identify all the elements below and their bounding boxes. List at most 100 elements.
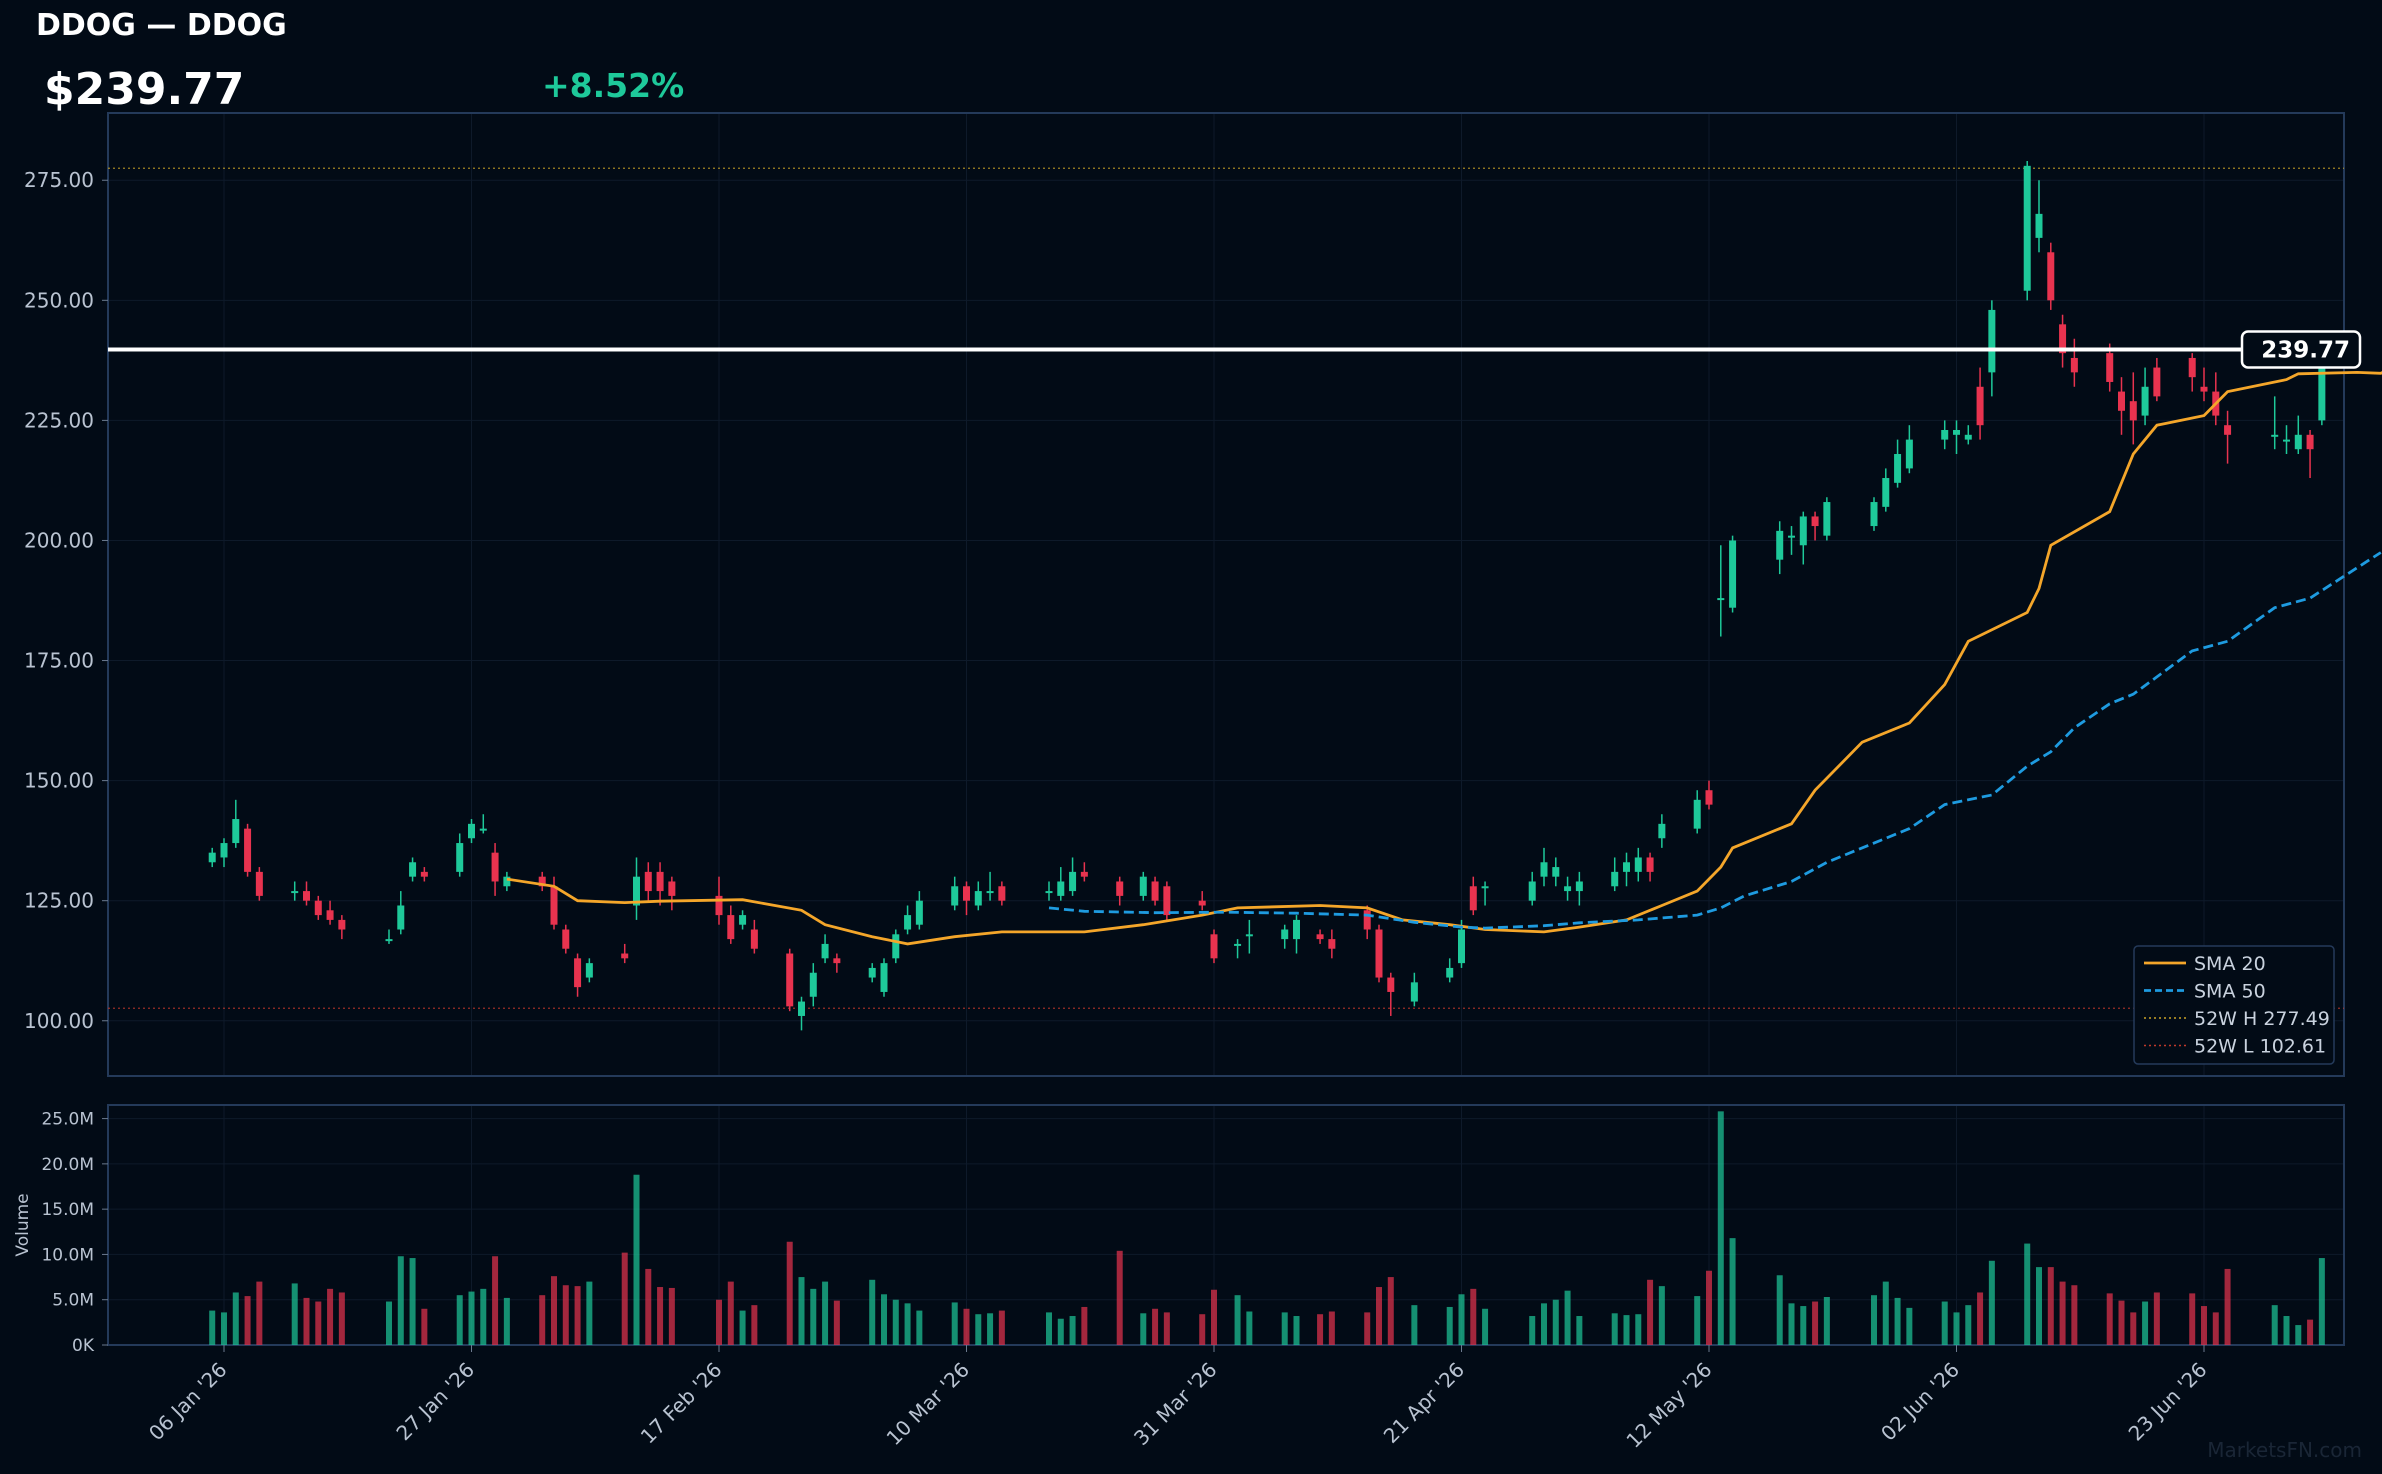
- candle-body: [1375, 929, 1383, 978]
- candle-body: [1953, 429, 1960, 435]
- candle-body: [397, 905, 405, 930]
- sma50-line: [1048, 551, 2382, 930]
- candle-body: [1057, 881, 1065, 896]
- volume-bar: [1328, 1311, 1335, 1345]
- volume-bar: [822, 1281, 829, 1345]
- legend-label: 52W H 277.49: [2194, 1008, 2330, 1030]
- candle-body: [1458, 929, 1465, 964]
- volume-bar: [1658, 1286, 1665, 1345]
- candle-body: [1293, 919, 1300, 940]
- volume-bar: [1376, 1287, 1382, 1345]
- candle-body: [1575, 881, 1583, 892]
- candle-body: [1823, 502, 1831, 536]
- volume-grid: [108, 1105, 2344, 1346]
- candle-body: [208, 852, 216, 863]
- candle-body: [1870, 502, 1878, 527]
- candle-body: [2283, 439, 2290, 442]
- volume-bar: [338, 1292, 345, 1345]
- candle-body: [291, 891, 299, 894]
- volume-bar: [1152, 1308, 1159, 1345]
- date-tick-label: 02 Jun '26: [1876, 1358, 1964, 1446]
- candle-body: [1564, 886, 1572, 892]
- date-tick-label: 06 Jan '26: [144, 1358, 232, 1446]
- volume-axis: 0K 5.0M 10.0M 15.0M 20.0M 25.0M: [41, 1110, 108, 1356]
- volume-bar: [1941, 1301, 1948, 1345]
- volume-bar: [2189, 1293, 2196, 1345]
- candle-body: [244, 828, 252, 872]
- volume-bar: [2201, 1306, 2207, 1345]
- candle-body: [739, 915, 747, 925]
- candle-body: [1705, 790, 1713, 805]
- price-tick-label: 275.00: [24, 168, 94, 192]
- volume-bar: [2071, 1285, 2078, 1345]
- volume-bar: [2283, 1316, 2290, 1345]
- volume-bar: [303, 1297, 310, 1345]
- candle-body: [1811, 516, 1819, 527]
- volume-tick-label: 5.0M: [52, 1291, 94, 1311]
- candle-body: [2306, 434, 2314, 450]
- candle-body: [2318, 348, 2326, 421]
- candle-body: [385, 939, 393, 942]
- volume-bar: [2318, 1258, 2325, 1345]
- volume-bar: [315, 1301, 322, 1345]
- volume-bar: [2036, 1267, 2042, 1345]
- volume-bar: [256, 1281, 263, 1345]
- last-price-marker: 239.77: [108, 330, 2362, 369]
- candle-body: [2153, 367, 2161, 397]
- candle-body: [1151, 881, 1159, 901]
- volume-bar: [480, 1288, 487, 1345]
- volume-bar: [657, 1287, 664, 1345]
- candle-body: [2035, 213, 2043, 238]
- candle-body: [750, 929, 758, 949]
- volume-bar: [975, 1314, 982, 1345]
- candle-body: [550, 886, 558, 925]
- candle-body: [880, 963, 888, 992]
- volume-bar: [963, 1308, 970, 1345]
- candle-body: [1799, 516, 1807, 546]
- volume-bar: [456, 1295, 463, 1345]
- date-tick-label: 23 Jun '26: [2124, 1358, 2212, 1446]
- candle-body: [255, 871, 263, 896]
- candle-body: [1363, 910, 1371, 930]
- candle-body: [915, 900, 923, 925]
- candles: [208, 161, 2326, 1031]
- volume-tick-label: 10.0M: [41, 1245, 94, 1265]
- candle-body: [2200, 386, 2208, 392]
- volume-bar: [291, 1283, 298, 1345]
- candle-body: [1481, 886, 1489, 889]
- candle-body: [562, 929, 570, 949]
- price-tick-label: 200.00: [24, 528, 94, 552]
- candle-body: [892, 934, 900, 959]
- volume-bar: [468, 1291, 475, 1345]
- volume-bar: [2271, 1305, 2278, 1345]
- volume-bar: [716, 1299, 722, 1345]
- price-tick-label: 225.00: [24, 408, 94, 432]
- volume-bar: [1234, 1295, 1241, 1345]
- volume-bar: [492, 1256, 499, 1345]
- candle-body: [2141, 386, 2149, 416]
- volume-bar: [1576, 1316, 1583, 1345]
- candle-body: [1069, 871, 1077, 892]
- volume-bar: [221, 1312, 227, 1345]
- volume-bar: [1246, 1311, 1253, 1345]
- candle-body: [1611, 871, 1619, 887]
- candle-body: [1634, 857, 1642, 872]
- price-tick-label: 150.00: [24, 769, 94, 793]
- price-change-percent: +8.52%: [542, 66, 685, 105]
- volume-bar: [987, 1313, 994, 1345]
- candle-body: [1646, 857, 1654, 872]
- candle-body: [1552, 867, 1560, 877]
- candle-body: [798, 1001, 805, 1016]
- price-tick-label: 250.00: [24, 288, 94, 312]
- volume-bar: [881, 1294, 887, 1345]
- candle-body: [1316, 934, 1324, 940]
- volume-bar: [1977, 1292, 1984, 1345]
- volume-bar: [1116, 1250, 1123, 1345]
- volume-bar: [1788, 1303, 1795, 1345]
- volume-bar: [1541, 1303, 1547, 1345]
- volume-bar: [1057, 1318, 1064, 1345]
- volume-bar: [998, 1310, 1005, 1345]
- volume-bar: [574, 1286, 581, 1345]
- candle-body: [821, 943, 829, 959]
